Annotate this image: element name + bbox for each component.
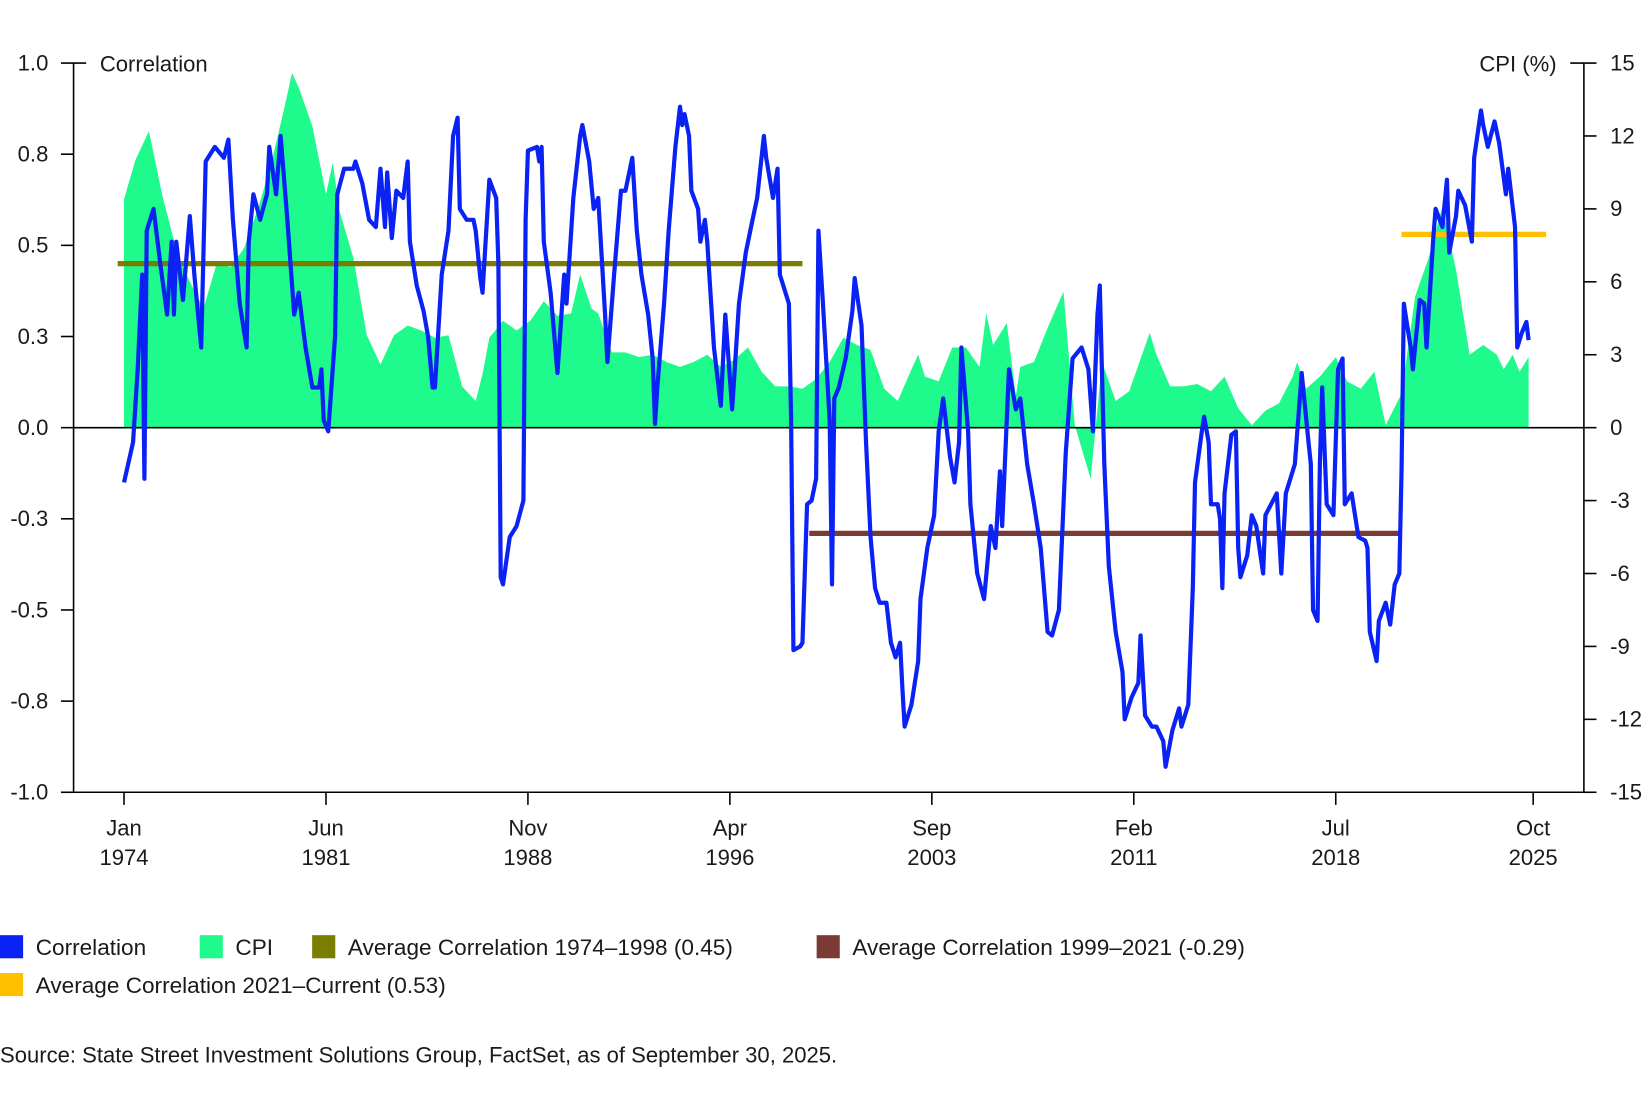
- x-tick-label-month: Nov: [508, 815, 547, 840]
- x-tick-label-month: Jul: [1322, 815, 1350, 840]
- legend: Correlation CPI Average Correlation 1974…: [0, 935, 1245, 998]
- legend-label-cpi: CPI: [235, 935, 273, 960]
- left-axis-label: Correlation: [100, 51, 208, 76]
- x-tick-label-month: Jun: [308, 815, 344, 840]
- left-tick-label: -1.0: [10, 780, 48, 805]
- legend-swatch-cpi: [199, 935, 223, 959]
- right-tick-label: 3: [1610, 342, 1622, 367]
- left-tick-label: -0.8: [10, 688, 48, 713]
- legend-swatch-avg-1999-2021: [816, 935, 840, 959]
- legend-swatch-correlation: [0, 935, 24, 959]
- correlation-line: [121, 104, 1531, 769]
- x-tick-label-year: 1988: [503, 845, 552, 870]
- legend-label-avg-1999-2021: Average Correlation 1999–2021 (-0.29): [852, 935, 1245, 960]
- x-tick-label-year: 1974: [99, 845, 148, 870]
- x-tick-label-year: 2011: [1110, 845, 1157, 870]
- legend-label-avg-1974-1998: Average Correlation 1974–1998 (0.45): [348, 935, 733, 960]
- right-tick-label: 6: [1610, 269, 1622, 294]
- left-tick-label: 0.8: [18, 142, 49, 167]
- legend-label-avg-2021-current: Average Correlation 2021–Current (0.53): [36, 973, 446, 998]
- x-tick-label-year: 1981: [301, 845, 350, 870]
- left-tick-label: -0.5: [10, 597, 48, 622]
- x-tick-label-month: Oct: [1516, 815, 1550, 840]
- ticks-layer: -1.0 -0.8 -0.5 -0.3 0.0 0.3 0.5 0.8 1.0 -15 -12 -9 -…: [10, 50, 1642, 869]
- left-tick-label: 0.0: [18, 415, 49, 440]
- source-note: Source: State Street Investment Solution…: [0, 1042, 837, 1067]
- right-tick-label: 0: [1610, 415, 1622, 440]
- x-tick-label-month: Sep: [912, 815, 951, 840]
- right-tick-label: -15: [1610, 780, 1642, 805]
- right-tick-label: -6: [1610, 561, 1630, 586]
- right-tick-label: -3: [1610, 488, 1630, 513]
- correlation-line-layer: [121, 104, 1531, 769]
- right-tick-label: 15: [1610, 50, 1635, 75]
- right-tick-label: 12: [1610, 123, 1635, 148]
- right-tick-label: 9: [1610, 196, 1622, 221]
- x-tick-label-year: 2025: [1509, 845, 1558, 870]
- x-tick-label-year: 2003: [907, 845, 956, 870]
- legend-swatch-avg-1974-1998: [312, 935, 336, 959]
- right-tick-label: -9: [1610, 634, 1630, 659]
- x-tick-label-month: Jan: [106, 815, 142, 840]
- x-tick-label-year: 2018: [1311, 845, 1360, 870]
- left-tick-label: 1.0: [18, 50, 49, 75]
- left-tick-label: 0.3: [18, 324, 49, 349]
- right-tick-label: -12: [1610, 707, 1642, 732]
- left-tick-label: -0.3: [10, 506, 48, 531]
- right-axis-label: CPI (%): [1479, 51, 1556, 76]
- legend-swatch-avg-2021-current: [0, 972, 24, 997]
- x-tick-label-month: Feb: [1115, 815, 1153, 840]
- left-tick-label: 0.5: [18, 233, 49, 258]
- legend-label-correlation: Correlation: [36, 935, 146, 960]
- x-tick-label-month: Apr: [713, 815, 747, 840]
- x-tick-label-year: 1996: [705, 845, 754, 870]
